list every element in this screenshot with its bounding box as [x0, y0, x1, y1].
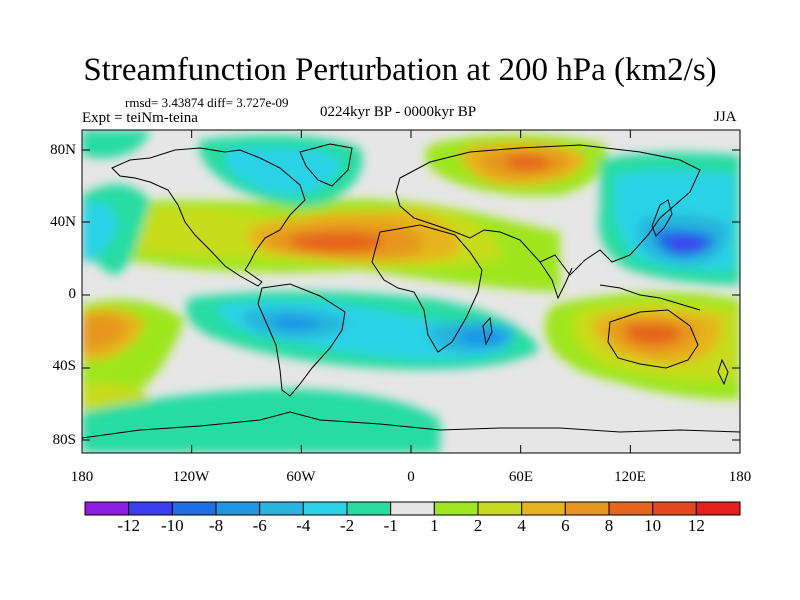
negative-contour-region [82, 388, 440, 453]
coast-south-america [257, 283, 346, 397]
negative-contour-region [225, 147, 341, 195]
coast-madagascar [482, 316, 493, 346]
lon-tick-label: 0 [407, 469, 415, 485]
lon-tick-label: 180 [728, 469, 752, 485]
colorbar-swatch [564, 501, 610, 516]
colorbar-swatch [608, 501, 654, 516]
colorbar-swatch [521, 501, 566, 516]
season-label: JJA [714, 109, 737, 125]
lat-tick-label: 0 [68, 286, 77, 302]
negative-contour-region [82, 130, 150, 159]
colorbar-label: 1 [430, 516, 439, 535]
coastlines [82, 143, 740, 439]
positive-contour-region [505, 155, 550, 170]
coast-africa [371, 224, 483, 353]
colorbar-label: -6 [252, 516, 267, 535]
experiment-label: Expt = teiNm-teina [82, 110, 198, 126]
colorbar-label: -8 [208, 516, 224, 535]
colorbar-label: 8 [604, 516, 614, 535]
positive-contour-region [82, 314, 128, 350]
colorbar-swatch [171, 501, 217, 516]
colorbar-swatch [477, 501, 523, 516]
coast-japan [651, 199, 673, 237]
colorbar-label: 6 [561, 516, 570, 535]
period-label: 0224kyr BP - 0000kyr BP [320, 104, 477, 120]
colorbar-swatch [346, 501, 392, 516]
coast-india [539, 261, 573, 300]
negative-contour-region [270, 316, 322, 331]
chart-title: Streamfunction Perturbation at 200 hPa (… [83, 52, 717, 88]
colorbar-label: -1 [383, 516, 398, 535]
positive-contour-region [290, 232, 383, 252]
colorbar-label: 2 [473, 516, 483, 535]
colorbar-label: 12 [687, 516, 705, 535]
negative-contour-region [82, 202, 118, 262]
colorbar-label: -12 [117, 516, 140, 535]
lon-tick-label: 120E [614, 469, 646, 485]
colorbar-swatch [390, 501, 435, 516]
lon-tick-label: 120W [172, 469, 210, 485]
lon-tick-label: 60W [286, 469, 316, 485]
colorbar [84, 501, 741, 516]
coast-indonesia [599, 284, 701, 311]
lat-tick-label: 80N [50, 142, 76, 158]
coast-australia [607, 309, 699, 369]
rmsd-diff-stats: rmsd= 3.43874 diff= 3.727e-09 [125, 95, 289, 110]
coast-eurasia [395, 144, 701, 276]
colorbar-label: 4 [517, 516, 526, 535]
colorbar-swatch [215, 501, 261, 516]
colorbar-label: 10 [644, 516, 662, 535]
coast-north-america [111, 147, 306, 287]
colorbar-swatch [84, 501, 130, 516]
positive-contour-region [626, 324, 682, 345]
negative-contour-region [667, 237, 706, 251]
colorbar-swatch [259, 501, 304, 516]
colorbar-label: -2 [339, 516, 355, 535]
colorbar-swatch [652, 501, 697, 516]
coast-antarctica [82, 411, 740, 439]
lon-tick-label: 60E [508, 469, 534, 485]
coast-new-zealand [717, 358, 729, 386]
colorbar-swatch [695, 501, 741, 516]
axis-ticks [81, 130, 741, 453]
colorbar-swatch [128, 501, 173, 516]
coast-greenland [299, 143, 353, 187]
negative-contour-region [455, 328, 508, 347]
lat-tick-label: 40S [52, 358, 76, 374]
colorbar-label: -10 [160, 516, 184, 535]
lat-tick-label: 40N [50, 214, 76, 230]
lat-tick-label: 80S [52, 432, 76, 448]
colorbar-swatch [433, 501, 479, 516]
colorbar-swatch [302, 501, 348, 516]
colorbar-label: -4 [296, 516, 311, 535]
lon-tick-label: 180 [70, 469, 94, 485]
